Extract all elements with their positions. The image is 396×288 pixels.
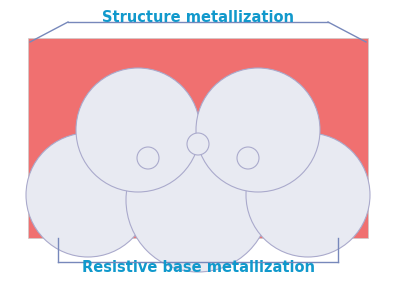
Circle shape [76,68,200,192]
Text: Structure metallization: Structure metallization [102,10,294,26]
Circle shape [187,133,209,155]
Circle shape [196,68,320,192]
Circle shape [26,133,150,257]
Circle shape [137,147,159,169]
Circle shape [246,133,370,257]
Text: Resistive base metallization: Resistive base metallization [82,261,314,276]
Bar [28,38,368,238]
Circle shape [126,128,270,272]
Circle shape [237,147,259,169]
